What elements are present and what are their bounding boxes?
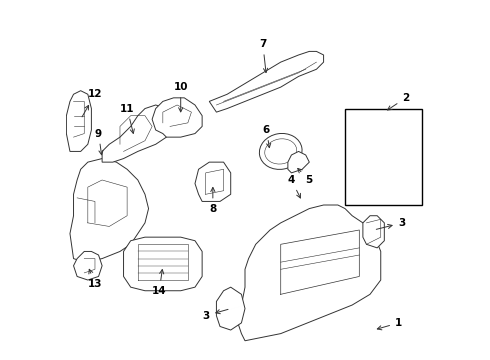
Polygon shape <box>238 205 381 341</box>
Text: 10: 10 <box>173 82 188 112</box>
Text: 14: 14 <box>152 270 167 296</box>
Bar <box>345 109 422 205</box>
Polygon shape <box>66 91 92 152</box>
Text: 7: 7 <box>259 39 268 73</box>
Text: 13: 13 <box>88 269 102 289</box>
Text: 5: 5 <box>298 168 313 185</box>
Ellipse shape <box>259 134 302 170</box>
Text: 4: 4 <box>288 175 300 198</box>
Text: 9: 9 <box>95 129 103 155</box>
Ellipse shape <box>265 139 297 164</box>
Polygon shape <box>70 158 148 262</box>
Polygon shape <box>288 152 309 173</box>
Polygon shape <box>209 51 323 112</box>
Polygon shape <box>195 162 231 202</box>
Text: 3: 3 <box>202 309 228 321</box>
Polygon shape <box>152 98 202 137</box>
Text: 1: 1 <box>377 318 402 330</box>
Text: 6: 6 <box>263 125 271 148</box>
Polygon shape <box>217 287 245 330</box>
Text: 8: 8 <box>209 188 217 213</box>
Text: 12: 12 <box>82 89 102 117</box>
Text: 11: 11 <box>120 104 134 134</box>
Text: 3: 3 <box>376 218 406 229</box>
Polygon shape <box>356 148 392 187</box>
Polygon shape <box>74 251 102 280</box>
Polygon shape <box>102 105 173 162</box>
Text: 2: 2 <box>388 93 409 110</box>
Polygon shape <box>123 237 202 291</box>
Polygon shape <box>363 216 384 248</box>
